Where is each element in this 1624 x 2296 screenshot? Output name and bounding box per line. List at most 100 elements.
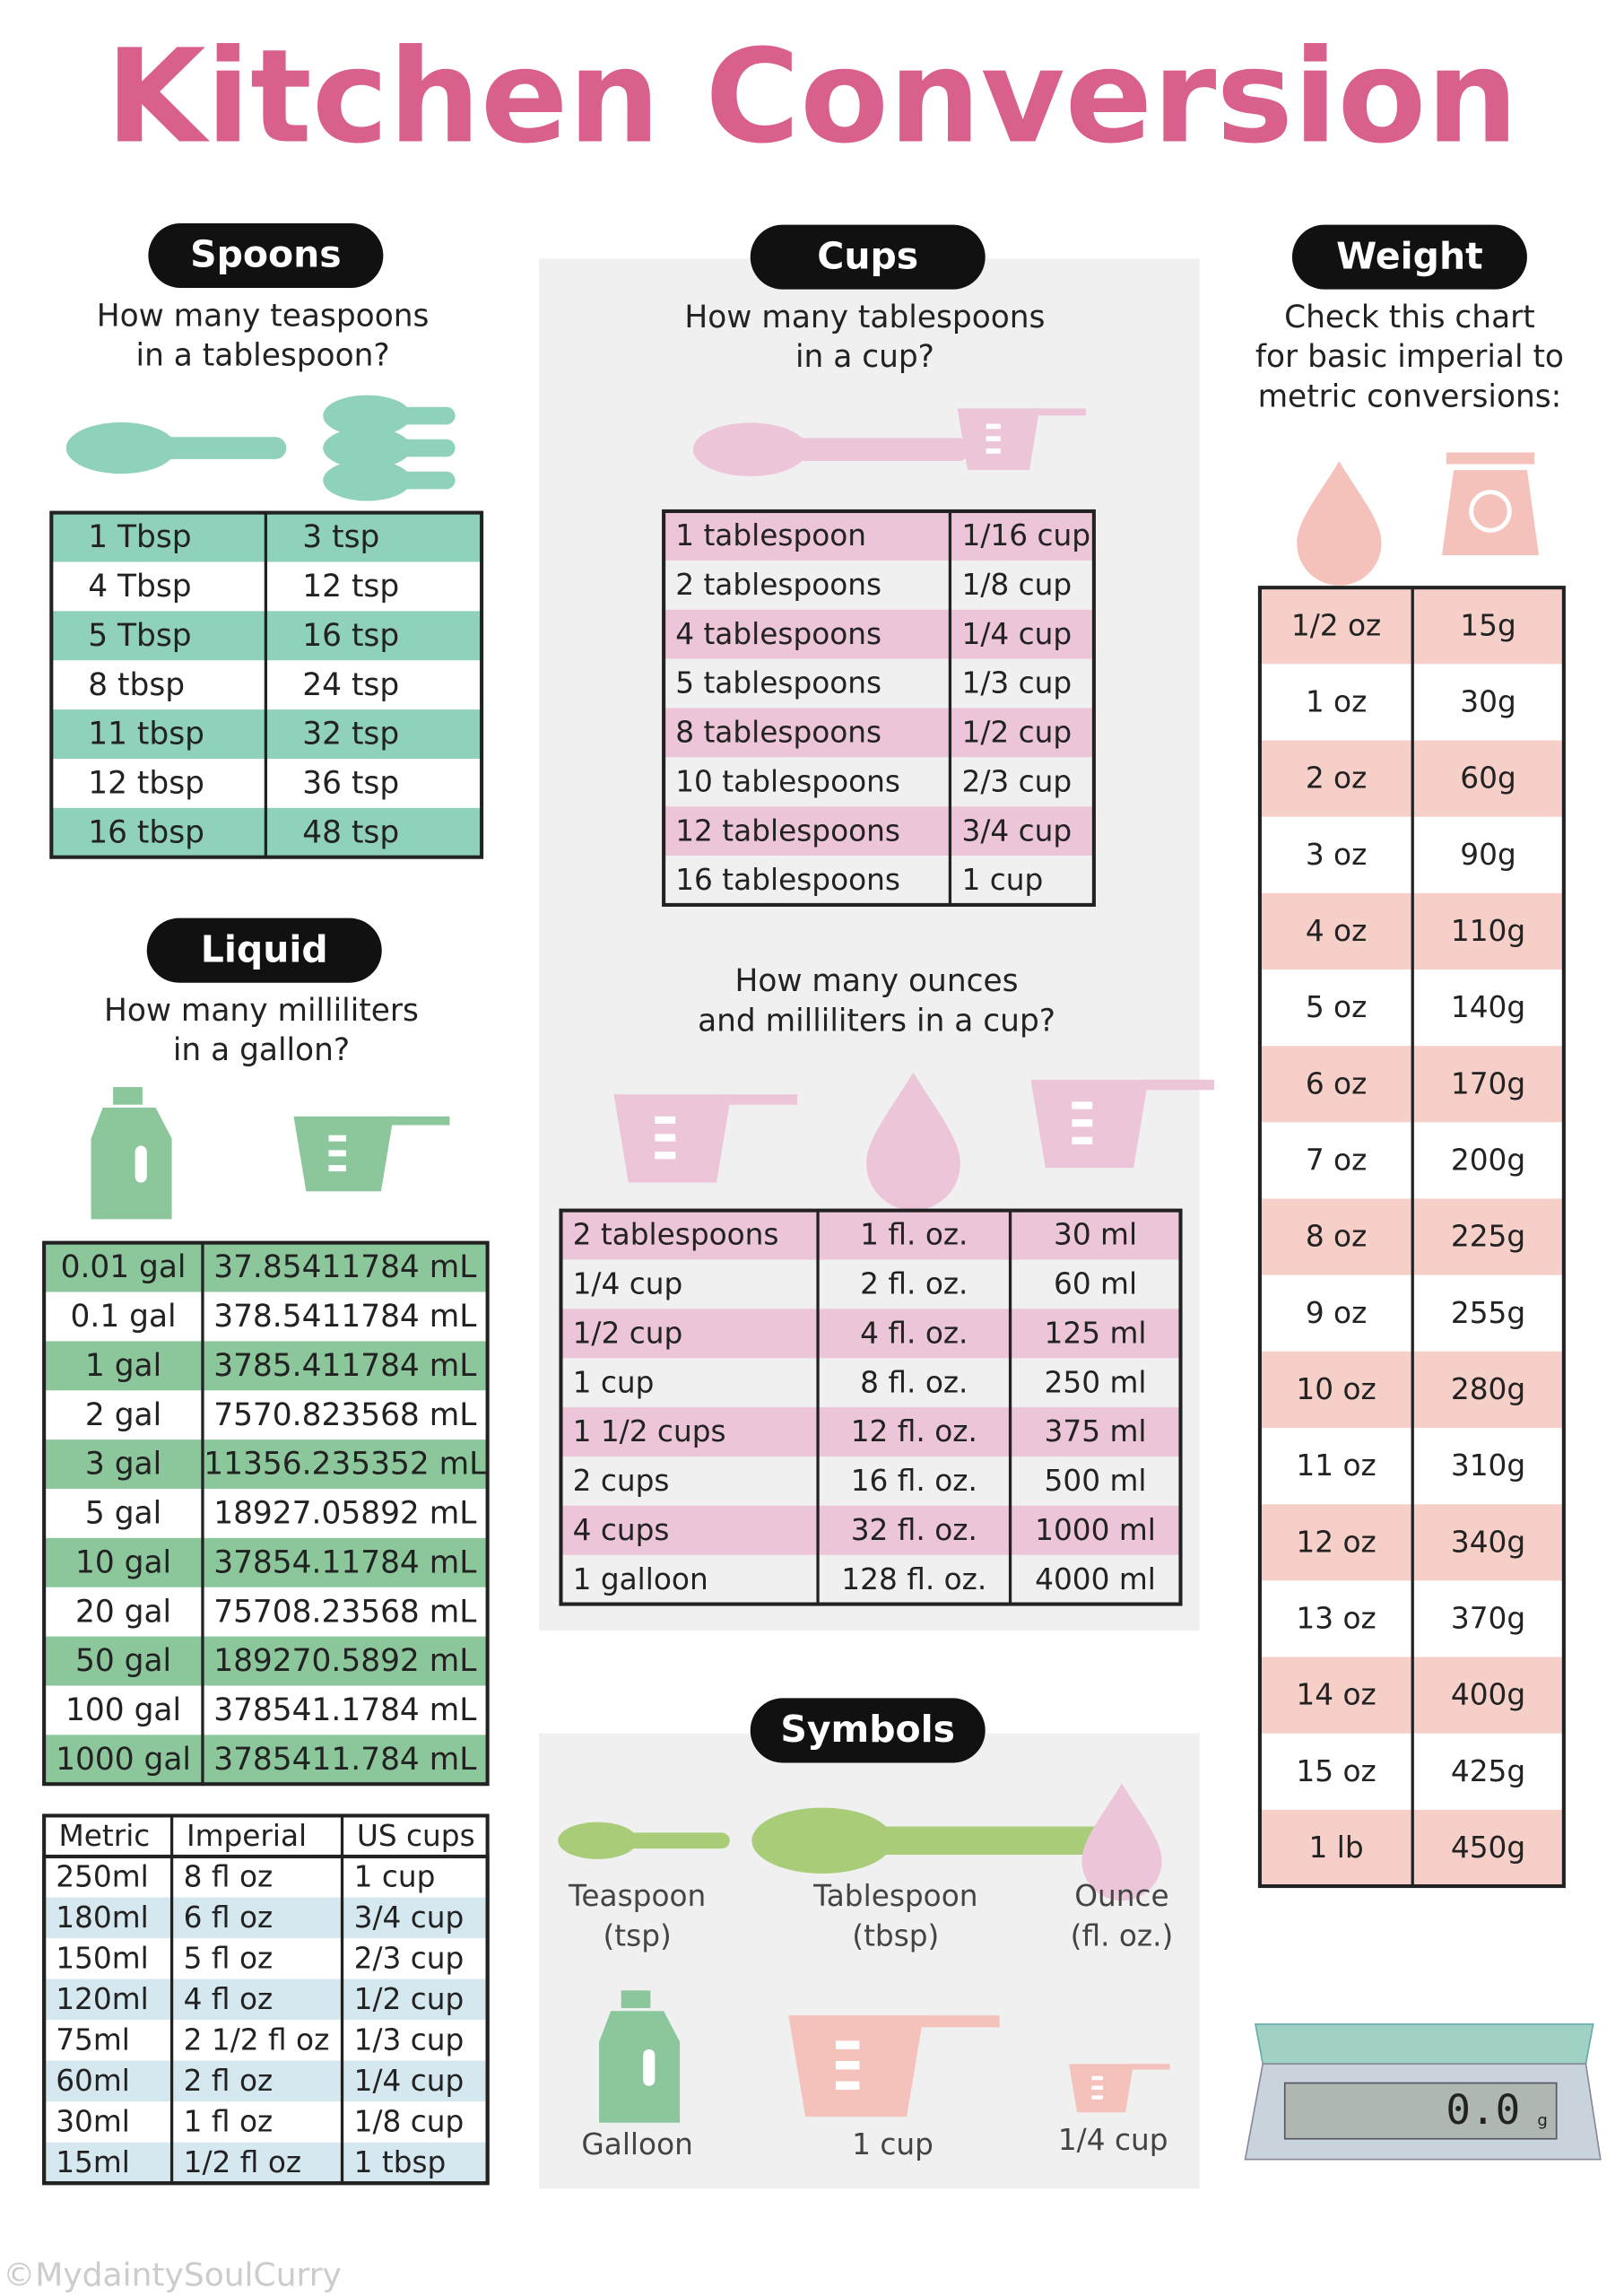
question: in a cup? [795,339,934,375]
cup-mark [328,1150,346,1157]
cups-panel [538,258,1200,1631]
table-border [559,1208,1183,1606]
title: Kitchen Conversion [106,21,1518,171]
row-bg [44,1341,488,1391]
table-cell: 16 tablespoons [675,863,900,897]
cup-mark [1091,2085,1103,2091]
heading-pill [148,222,384,289]
table-cell: 500 ml [1045,1464,1147,1498]
table-cell: 3 tsp [302,519,379,555]
row-bg [44,1735,488,1785]
table-cell: 1/2 cup [962,716,1073,750]
cup-icon [788,2015,1000,2118]
table-cell: 2 fl oz [184,2064,274,2098]
table-cell: 8 tablespoons [675,716,881,750]
table-cell: 5 oz [1306,990,1367,1024]
table-cell: 1/8 cup [354,2105,465,2139]
table-cell: 1/8 cup [962,568,1073,602]
question: in a tablespoon? [136,338,390,374]
table-header: US cups [357,1819,475,1853]
table-cell: 37854.11784 mL [213,1544,476,1580]
table-cell: 128 fl. oz. [841,1562,986,1596]
table-cell: 36 tsp [302,766,399,802]
table-cell: 15g [1460,608,1515,642]
table-cell: 7570.823568 mL [213,1397,476,1433]
table-cell: 1 tablespoon [675,518,866,552]
section-heading: Cups [750,224,986,290]
table-cell: 2 tablespoons [573,1218,779,1252]
table-cell: 2 fl. oz. [860,1267,968,1301]
table-cell: 140g [1451,990,1525,1024]
table-cell: 2/3 cup [962,764,1073,798]
table-cell: 250ml [56,1859,149,1893]
table-cell: 3/4 cup [962,813,1073,848]
jug-label [643,2048,656,2086]
table-cell: 12 fl. oz. [851,1414,977,1448]
gallon-icon [599,1990,681,2123]
row-bg [44,1242,488,1292]
table-cell: 1 lb [1308,1831,1363,1865]
symbol-label: 1/4 cup [1058,2123,1168,2157]
spoon-icon [65,422,287,474]
table-cell: 32 tsp [302,717,399,752]
table-cell: 100 gal [65,1692,181,1728]
table-cell: 1 fl oz [184,2105,274,2139]
spoon-bowl [692,422,808,476]
row-bg [664,708,1094,758]
row-bg [560,1210,1181,1260]
table-cell: 16 tbsp [88,814,204,850]
table-cell: 10 tablespoons [675,764,900,798]
table-border [662,509,1096,907]
table-cell: 425g [1451,1754,1525,1788]
table-cell: 50 gal [75,1643,171,1679]
drop-icon [1297,461,1382,586]
table-cell: 10 gal [75,1544,171,1580]
symbol-label: 1 cup [852,2127,934,2161]
cup-mark [1091,2075,1103,2081]
table-cell: 170g [1451,1066,1525,1100]
table-cell: 1/3 cup [354,2022,465,2057]
jug-body [599,2011,681,2123]
table-cell: 8 fl oz [184,1859,274,1893]
table-cell: 0.1 gal [71,1299,177,1335]
cup-mark [655,1152,676,1160]
symbol-label: (fl. oz.) [1071,1918,1174,1952]
spoon-handle [396,439,456,457]
table-cell: 37.85411784 mL [213,1249,476,1285]
spoon-bowl [323,459,412,501]
spoon-bowl [323,395,412,437]
table-cell: 0.01 gal [61,1249,187,1285]
table-cell: 110g [1451,914,1525,948]
table-cell: 1 cup [962,863,1044,897]
symbol-label: Galloon [581,2127,692,2161]
cup-handle [724,1094,798,1105]
table-cell: 13 oz [1296,1602,1376,1636]
heading-pill [1291,224,1527,290]
section-heading: Weight [1291,224,1527,290]
cup-icon [613,1094,798,1183]
table-cell: 1/2 fl oz [184,2145,301,2179]
table-cell: 9 oz [1306,1296,1367,1330]
cup-mark [328,1165,346,1172]
table-cell: 3785411.784 mL [213,1742,476,1778]
table-cell: 90g [1460,838,1515,872]
table-cell: 14 oz [1296,1678,1376,1712]
question: metric conversions: [1258,378,1562,414]
cup-mark [986,436,1001,442]
scale-unit: g [1537,2111,1547,2130]
table-cell: 250 ml [1045,1365,1147,1399]
cup-mark [836,2061,860,2070]
heading-text: Symbols [780,1708,955,1751]
table-cell: 24 tsp [302,667,399,703]
row-bg [560,1407,1181,1457]
table-cell: 3/4 cup [354,1900,465,1935]
table-cell: 48 tsp [302,814,399,850]
row-bg [44,1979,488,2021]
table-cell: 370g [1451,1602,1525,1636]
table-header: Metric [58,1819,150,1853]
table-cell: 12 tsp [302,569,399,604]
table-cell: 11356.235352 mL [204,1447,486,1483]
row-bg [664,609,1094,659]
question: How many teaspoons [97,298,430,334]
table-cell: 7 oz [1306,1144,1367,1178]
